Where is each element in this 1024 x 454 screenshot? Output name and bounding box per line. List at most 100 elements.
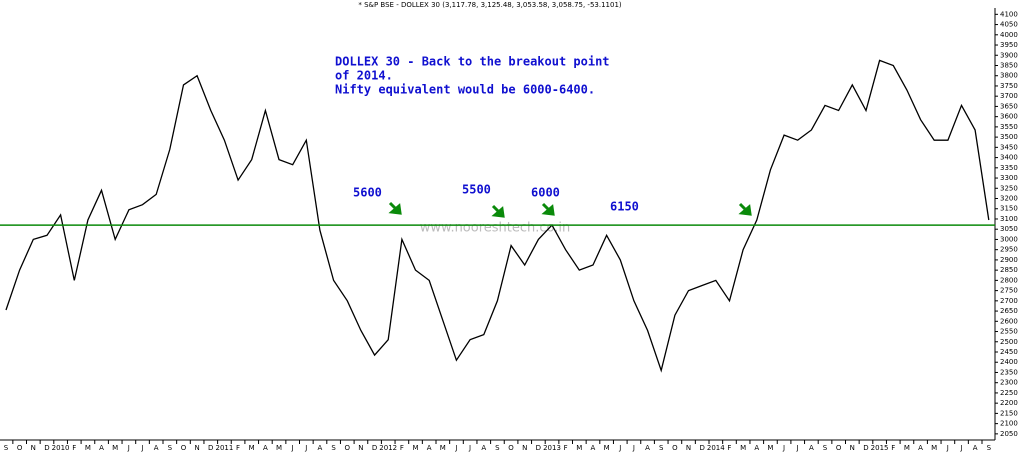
y-tick-label: 2700 xyxy=(1000,297,1018,305)
x-tick-label: F xyxy=(236,444,240,452)
x-tick-label: S xyxy=(495,444,500,452)
y-tick-label: 4100 xyxy=(1000,10,1018,18)
x-tick-label: M xyxy=(904,444,910,452)
y-tick-label: 3600 xyxy=(1000,113,1018,121)
x-tick-label: J xyxy=(618,444,621,452)
x-tick-label: N xyxy=(31,444,36,452)
annotation: 6150 xyxy=(610,200,639,214)
y-tick-label: 3400 xyxy=(1000,154,1018,162)
x-tick-label: J xyxy=(127,444,130,452)
x-tick-label: O xyxy=(508,444,514,452)
y-tick-label: 3700 xyxy=(1000,92,1018,100)
x-tick-label: M xyxy=(112,444,118,452)
x-tick-label: D xyxy=(208,444,213,452)
x-tick-label: A xyxy=(99,444,104,452)
x-tick-label: F xyxy=(400,444,404,452)
x-tick-label: N xyxy=(850,444,855,452)
x-tick-label: A xyxy=(918,444,923,452)
y-tick-label: 2550 xyxy=(1000,328,1018,336)
arrow xyxy=(491,204,505,218)
x-tick-label: J xyxy=(782,444,785,452)
chart-title: * S&P BSE - DOLLEX 30 (3,117.78, 3,125.4… xyxy=(358,1,622,9)
y-tick-label: 2200 xyxy=(1000,399,1018,407)
x-tick-label: A xyxy=(973,444,978,452)
price-line xyxy=(5,59,990,373)
x-tick-label: D xyxy=(372,444,377,452)
y-tick-label: 3750 xyxy=(1000,82,1018,90)
y-tick-label: 2750 xyxy=(1000,287,1018,295)
x-tick-label: J xyxy=(632,444,635,452)
x-tick-label: S xyxy=(987,444,992,452)
y-tick-label: 2600 xyxy=(1000,317,1018,325)
y-tick-label: 3900 xyxy=(1000,51,1018,59)
annotation: Nifty equivalent would be 6000-6400. xyxy=(335,83,595,97)
y-tick-label: 2300 xyxy=(1000,379,1018,387)
x-tick-label: S xyxy=(823,444,828,452)
x-tick-label: A xyxy=(263,444,268,452)
x-tick-label: A xyxy=(754,444,759,452)
y-tick-label: 2050 xyxy=(1000,430,1018,438)
y-tick-label: 2350 xyxy=(1000,368,1018,376)
y-tick-label: 2800 xyxy=(1000,276,1018,284)
y-tick-label: 3550 xyxy=(1000,123,1018,131)
y-tick-label: 3250 xyxy=(1000,184,1018,192)
x-tick-label: 2013 xyxy=(543,444,561,452)
arrow xyxy=(738,202,752,216)
x-tick-label: N xyxy=(358,444,363,452)
x-tick-label: O xyxy=(836,444,842,452)
x-tick-label: J xyxy=(946,444,949,452)
x-tick-label: 2010 xyxy=(52,444,70,452)
y-tick-label: 3150 xyxy=(1000,205,1018,213)
x-tick-label: M xyxy=(931,444,937,452)
x-tick-label: O xyxy=(181,444,187,452)
annotation: 5600 xyxy=(353,186,382,200)
watermark: www.nooreshtech.co.in xyxy=(420,221,571,236)
x-tick-label: A xyxy=(427,444,432,452)
y-tick-label: 4000 xyxy=(1000,31,1018,39)
x-tick-label: M xyxy=(412,444,418,452)
y-tick-label: 3050 xyxy=(1000,225,1018,233)
x-tick-label: A xyxy=(154,444,159,452)
y-tick-label: 2400 xyxy=(1000,358,1018,366)
x-tick-label: F xyxy=(564,444,568,452)
x-tick-label: O xyxy=(17,444,23,452)
y-tick-label: 3000 xyxy=(1000,235,1018,243)
y-tick-label: 2100 xyxy=(1000,420,1018,428)
y-tick-label: 4050 xyxy=(1000,21,1018,29)
x-tick-label: 2015 xyxy=(871,444,889,452)
x-tick-label: J xyxy=(291,444,294,452)
x-tick-label: D xyxy=(863,444,868,452)
x-tick-label: M xyxy=(85,444,91,452)
y-tick-label: 3100 xyxy=(1000,215,1018,223)
y-tick-label: 3300 xyxy=(1000,174,1018,182)
y-tick-label: 2850 xyxy=(1000,266,1018,274)
x-tick-label: S xyxy=(331,444,336,452)
x-tick-label: A xyxy=(318,444,323,452)
x-tick-label: M xyxy=(604,444,610,452)
y-tick-label: 3850 xyxy=(1000,61,1018,69)
x-tick-label: N xyxy=(194,444,199,452)
x-tick-label: M xyxy=(767,444,773,452)
x-tick-label: 2012 xyxy=(379,444,397,452)
x-tick-label: S xyxy=(4,444,9,452)
arrow xyxy=(388,201,402,215)
y-tick-label: 2950 xyxy=(1000,246,1018,254)
x-tick-label: M xyxy=(276,444,282,452)
y-tick-label: 3200 xyxy=(1000,195,1018,203)
y-tick-label: 2650 xyxy=(1000,307,1018,315)
x-tick-label: M xyxy=(249,444,255,452)
y-tick-label: 2250 xyxy=(1000,389,1018,397)
annotation: 6000 xyxy=(531,186,560,200)
x-tick-label: D xyxy=(699,444,704,452)
x-tick-label: J xyxy=(796,444,799,452)
annotation: 5500 xyxy=(462,183,491,197)
x-tick-label: A xyxy=(809,444,814,452)
x-tick-label: F xyxy=(891,444,895,452)
annotation: DOLLEX 30 - Back to the breakout point xyxy=(335,55,610,69)
x-tick-label: M xyxy=(576,444,582,452)
x-tick-label: 2014 xyxy=(707,444,725,452)
y-tick-label: 2150 xyxy=(1000,409,1018,417)
y-tick-label: 3650 xyxy=(1000,102,1018,110)
y-tick-label: 3500 xyxy=(1000,133,1018,141)
